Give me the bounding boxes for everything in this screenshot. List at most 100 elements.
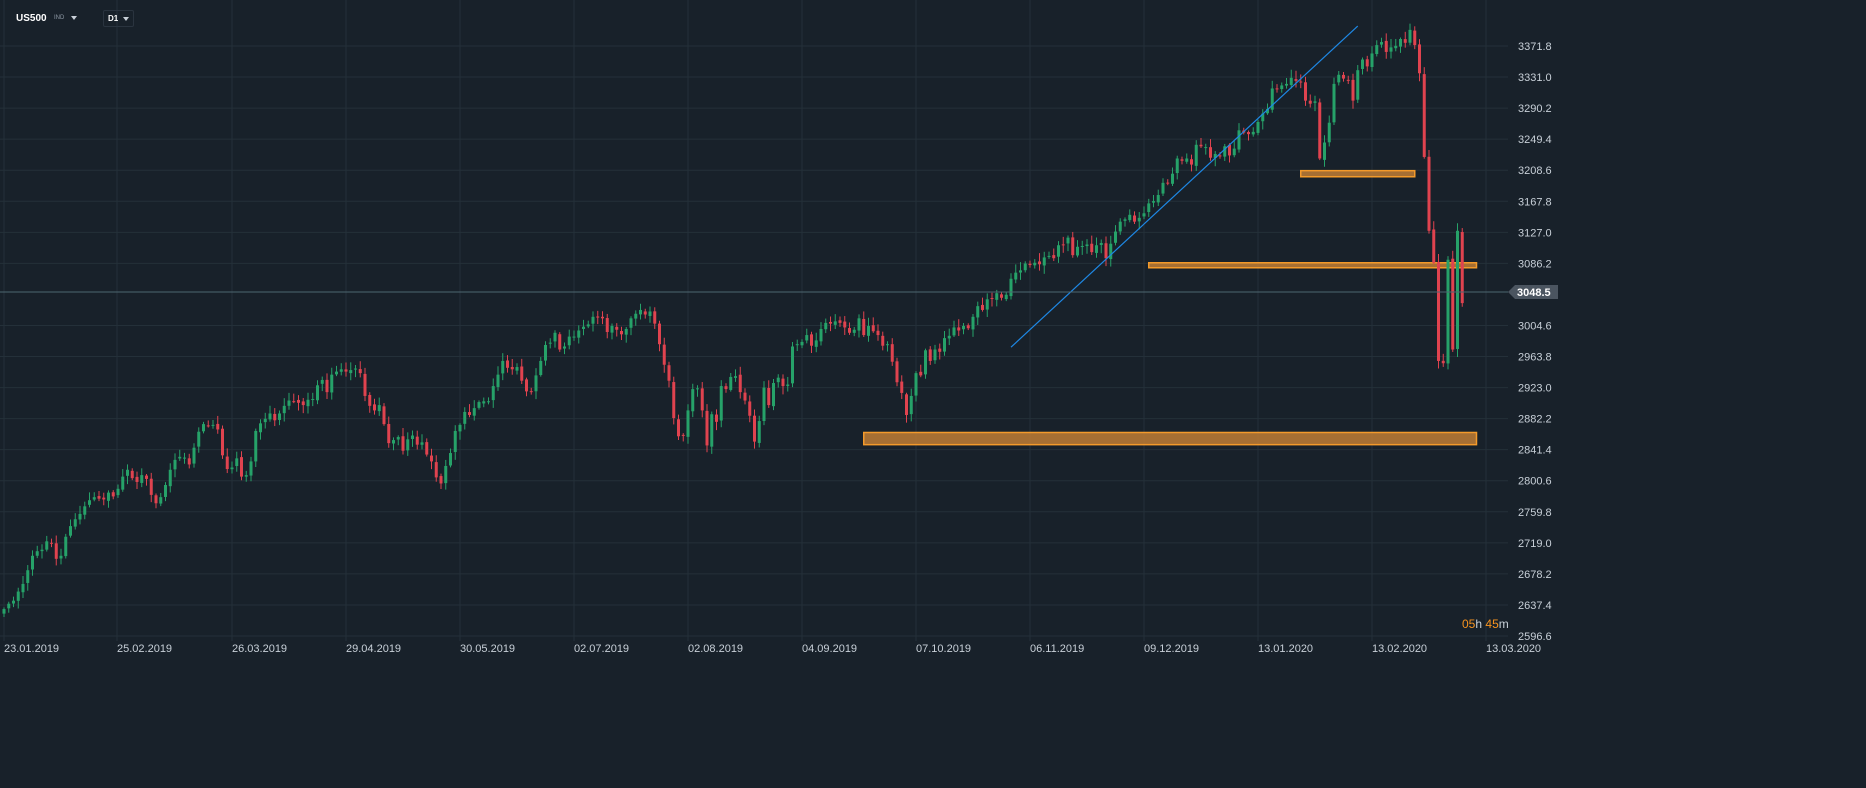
candle <box>610 323 614 340</box>
candle <box>971 314 975 337</box>
candle-body <box>415 436 419 445</box>
candle <box>753 409 756 449</box>
candle <box>1313 95 1317 112</box>
symbol-label[interactable]: US500 <box>16 13 47 24</box>
candle <box>173 453 177 478</box>
candle-body <box>368 394 372 406</box>
candle <box>197 427 201 453</box>
candle-body <box>311 398 315 400</box>
candle <box>463 407 467 430</box>
candle <box>216 415 220 434</box>
candle-body <box>21 583 25 593</box>
candle-body <box>140 475 144 483</box>
candle-body <box>1209 147 1212 158</box>
candle-body <box>610 325 614 333</box>
candle-body <box>767 387 771 406</box>
candle-body <box>724 386 728 390</box>
candle-body <box>235 458 239 467</box>
candle <box>1456 223 1459 357</box>
candle-body <box>648 311 652 316</box>
symbol-dropdown-icon[interactable] <box>71 16 77 20</box>
candle <box>292 393 296 404</box>
candle-body <box>434 462 438 478</box>
candle <box>330 367 334 400</box>
candle <box>320 376 324 392</box>
candle <box>909 388 913 422</box>
candle-body <box>1218 155 1222 157</box>
timeframe-select[interactable]: D1 <box>103 10 135 27</box>
candle-body <box>520 366 524 381</box>
candle-body <box>819 328 823 342</box>
candle <box>1099 239 1103 254</box>
candle <box>862 311 866 338</box>
candle <box>881 331 885 351</box>
candle <box>833 314 837 330</box>
candle <box>724 383 728 393</box>
candlestick-chart[interactable]: 3048.5 3371.8 3331.0 3290.2 3249.4 3208.6 316… <box>0 0 1568 662</box>
candle <box>1318 98 1322 161</box>
candle-body <box>344 369 348 372</box>
candle-body <box>781 378 785 387</box>
candle <box>748 395 752 423</box>
candle-body <box>658 323 661 345</box>
candle <box>425 438 429 457</box>
candle-body <box>420 442 424 445</box>
candle <box>786 376 790 392</box>
candle-body <box>1152 201 1155 203</box>
candle-body <box>92 497 96 500</box>
candle <box>1066 235 1070 252</box>
candle-body <box>1128 214 1132 221</box>
candle <box>458 423 462 440</box>
candle <box>577 325 581 344</box>
candle <box>1437 254 1440 369</box>
candle-body <box>282 405 286 414</box>
candle-body <box>411 435 414 439</box>
candle-body <box>572 336 576 338</box>
candle-body <box>1399 38 1402 47</box>
candle-body <box>738 374 742 393</box>
candle <box>1261 109 1265 130</box>
candle-body <box>1175 158 1179 174</box>
candle <box>667 361 671 388</box>
candle <box>653 307 657 329</box>
candle <box>729 373 733 392</box>
candle-body <box>102 497 106 500</box>
candle <box>985 293 989 317</box>
candle <box>648 306 652 323</box>
chart-canvas[interactable]: 3048.5 3371.8 3331.0 3290.2 3249.4 3208.6 316… <box>0 0 1568 662</box>
candle-body <box>468 412 471 415</box>
candle-body <box>705 410 709 446</box>
candle-body <box>278 413 281 420</box>
candle-body <box>582 326 585 329</box>
candle-body <box>491 386 495 401</box>
candle-body <box>928 349 932 361</box>
candle <box>211 420 215 429</box>
candle <box>947 328 951 346</box>
candle <box>1399 37 1402 53</box>
candle <box>453 425 457 460</box>
candle-body <box>653 311 657 324</box>
candle <box>1185 153 1189 164</box>
candle <box>135 471 139 489</box>
candle <box>1061 236 1065 253</box>
candle-body <box>363 373 367 396</box>
candle <box>107 490 110 508</box>
candle-body <box>1076 246 1079 256</box>
candle <box>1019 262 1022 280</box>
candle <box>121 469 125 492</box>
candle-body <box>1019 270 1022 273</box>
candle <box>1090 235 1094 255</box>
x-tick-label: 02.07.2019 <box>574 643 629 655</box>
candle-body <box>558 334 562 350</box>
candle <box>21 575 25 598</box>
candle-body <box>795 344 799 346</box>
candle <box>26 565 30 591</box>
candle-body <box>1261 113 1265 122</box>
candle-body <box>1028 263 1032 266</box>
candle-body <box>990 298 994 300</box>
candle <box>1237 123 1241 153</box>
y-tick-label: 2841.4 <box>1518 445 1552 457</box>
candle <box>373 398 376 415</box>
candle-body <box>268 413 272 420</box>
candle-body <box>1033 262 1037 266</box>
